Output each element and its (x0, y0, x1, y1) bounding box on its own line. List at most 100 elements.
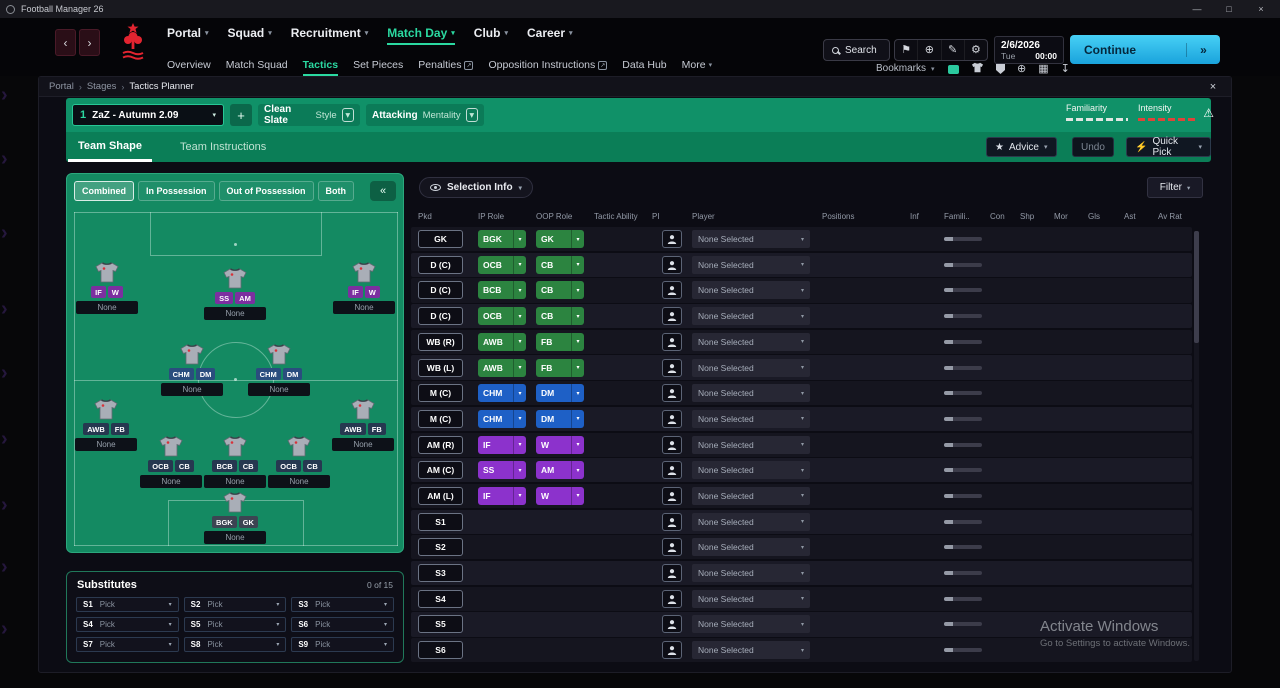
player-instructions-button[interactable] (662, 615, 682, 634)
player-instructions-button[interactable] (662, 486, 682, 505)
player-select[interactable]: None Selected ▾ (692, 281, 810, 300)
oop-role-select[interactable]: FB ▾ (536, 358, 584, 377)
bookmarks-dropdown[interactable]: Bookmarks ▾ (876, 63, 935, 74)
oop-role-select[interactable]: FB ▾ (536, 332, 584, 351)
table-row[interactable]: S2 None Selected ▾ (411, 535, 1192, 560)
oop-role-select[interactable]: AM ▾ (536, 461, 584, 480)
player-instructions-button[interactable] (662, 255, 682, 274)
player-select[interactable]: None Selected ▾ (692, 384, 810, 403)
maximize-button[interactable]: □ (1226, 4, 1232, 14)
oop-role-select[interactable]: GK ▾ (536, 230, 584, 249)
table-row[interactable]: S4 None Selected ▾ (411, 586, 1192, 611)
menu-squad[interactable]: Squad ▾ (227, 26, 272, 40)
substitute-select[interactable]: S4 Pick ▾ (76, 617, 179, 632)
table-row[interactable]: WB (R) AWB ▾ FB ▾ None Selected ▾ (411, 329, 1192, 354)
player-select[interactable]: None Selected ▾ (692, 538, 810, 557)
oop-role-select[interactable]: W ▾ (536, 435, 584, 454)
subnav-match-squad[interactable]: Match Squad (225, 59, 288, 71)
menu-match-day[interactable]: Match Day ▾ (387, 26, 455, 45)
player-instructions-button[interactable] (662, 538, 682, 557)
oop-role-select[interactable]: CB ▾ (536, 307, 584, 326)
breadcrumb-item[interactable]: Stages (86, 81, 117, 92)
subnav-penalties[interactable]: Penalties ↗ (418, 59, 474, 71)
style-select[interactable]: Clean Slate Style ▾ (258, 104, 360, 126)
add-tactic-button[interactable]: + (230, 104, 252, 126)
player-select[interactable]: None Selected ▾ (692, 358, 810, 377)
oop-role-select[interactable]: W ▾ (536, 486, 584, 505)
pitch-player-amc[interactable]: SS AM None (200, 268, 270, 320)
pitch-player-wbl[interactable]: AWB FB None (71, 399, 141, 451)
tab-team-instructions[interactable]: Team Instructions (180, 141, 267, 153)
breadcrumb-item[interactable]: Portal (49, 81, 74, 92)
table-row[interactable]: S3 None Selected ▾ (411, 560, 1192, 586)
column-header[interactable]: Mor (1054, 212, 1068, 221)
pitch-player-wbr[interactable]: AWB FB None (328, 399, 398, 451)
table-row[interactable]: WB (L) AWB ▾ FB ▾ None Selected ▾ (411, 355, 1192, 380)
calendar-icon[interactable]: ▦ (1038, 63, 1049, 75)
settings-icon[interactable]: ⚙ (963, 40, 987, 60)
subnav-data-hub[interactable]: Data Hub (622, 59, 667, 71)
substitute-select[interactable]: S3 Pick ▾ (291, 597, 394, 612)
substitute-select[interactable]: S7 Pick ▾ (76, 637, 179, 652)
ip-role-select[interactable]: OCB ▾ (478, 255, 526, 274)
subnav-opposition-instructions[interactable]: Opposition Instructions ↗ (488, 59, 608, 71)
tab-team-shape[interactable]: Team Shape (68, 132, 152, 162)
oop-role-select[interactable]: DM ▾ (536, 409, 584, 428)
player-select[interactable]: None Selected ▾ (692, 332, 810, 351)
player-select[interactable]: None Selected ▾ (692, 307, 810, 326)
table-row[interactable]: S6 None Selected ▾ (411, 638, 1192, 663)
player-select[interactable]: None Selected ▾ (692, 435, 810, 454)
filter-dropdown[interactable]: Filter ▾ (1147, 177, 1203, 198)
subnav-tactics[interactable]: Tactics (302, 59, 339, 76)
table-row[interactable]: S5 None Selected ▾ (411, 612, 1192, 637)
pitch-player-dc[interactable]: BCB CB None (200, 436, 270, 488)
continue-button[interactable]: Continue » (1070, 35, 1220, 64)
ip-role-select[interactable]: SS ▾ (478, 461, 526, 480)
filter-both[interactable]: Both (317, 181, 355, 201)
pitch-player-dcr[interactable]: OCB CB None (264, 436, 334, 488)
subnav-set-pieces[interactable]: Set Pieces (353, 59, 404, 71)
column-header[interactable]: Tactic Ability (594, 212, 638, 221)
ip-role-select[interactable]: OCB ▾ (478, 307, 526, 326)
player-instructions-button[interactable] (662, 409, 682, 428)
ip-role-select[interactable]: CHM ▾ (478, 384, 526, 403)
substitute-select[interactable]: S8 Pick ▾ (183, 637, 287, 652)
column-header[interactable]: OOP Role (536, 212, 573, 221)
oop-role-select[interactable]: DM ▾ (536, 384, 584, 403)
player-instructions-button[interactable] (662, 589, 682, 608)
player-instructions-button[interactable] (662, 641, 682, 660)
menu-portal[interactable]: Portal ▾ (167, 26, 209, 40)
player-instructions-button[interactable] (662, 384, 682, 403)
selection-info-dropdown[interactable]: Selection Info ▾ (419, 177, 533, 198)
pitch-player-dcl[interactable]: OCB CB None (136, 436, 206, 488)
search-button[interactable]: Search (823, 39, 890, 61)
ip-role-select[interactable]: AWB ▾ (478, 358, 526, 377)
player-select[interactable]: None Selected ▾ (692, 409, 810, 428)
column-header[interactable]: Positions (822, 212, 855, 221)
player-instructions-button[interactable] (662, 332, 682, 351)
close-button[interactable]: × (1258, 4, 1264, 14)
substitute-select[interactable]: S5 Pick ▾ (183, 617, 287, 632)
mentality-select[interactable]: Attacking Mentality ▾ (366, 104, 484, 126)
social-feed-icon[interactable] (948, 64, 959, 74)
ip-role-select[interactable]: IF ▾ (478, 486, 526, 505)
column-header[interactable]: Pkd (418, 212, 432, 221)
ip-role-select[interactable]: AWB ▾ (478, 332, 526, 351)
nav-forward-button[interactable]: › (79, 29, 100, 56)
player-instructions-button[interactable] (662, 435, 682, 454)
pitch-player-mcl[interactable]: CHM DM None (157, 344, 227, 396)
player-select[interactable]: None Selected ▾ (692, 255, 810, 274)
player-instructions-button[interactable] (662, 307, 682, 326)
substitute-select[interactable]: S9 Pick ▾ (291, 637, 394, 652)
substitute-select[interactable]: S2 Pick ▾ (183, 597, 287, 612)
table-row[interactable]: AM (C) SS ▾ AM ▾ None Selected ▾ (411, 458, 1192, 483)
ip-role-select[interactable]: CHM ▾ (478, 409, 526, 428)
column-header[interactable]: Ast (1124, 212, 1136, 221)
undo-button[interactable]: Undo (1072, 137, 1114, 157)
ip-role-select[interactable]: BCB ▾ (478, 281, 526, 300)
player-instructions-button[interactable] (662, 461, 682, 480)
player-select[interactable]: None Selected ▾ (692, 230, 810, 249)
quick-pick-button[interactable]: ⚡ Quick Pick ▾ (1126, 136, 1211, 158)
oop-role-select[interactable]: CB ▾ (536, 255, 584, 274)
player-instructions-button[interactable] (662, 281, 682, 300)
